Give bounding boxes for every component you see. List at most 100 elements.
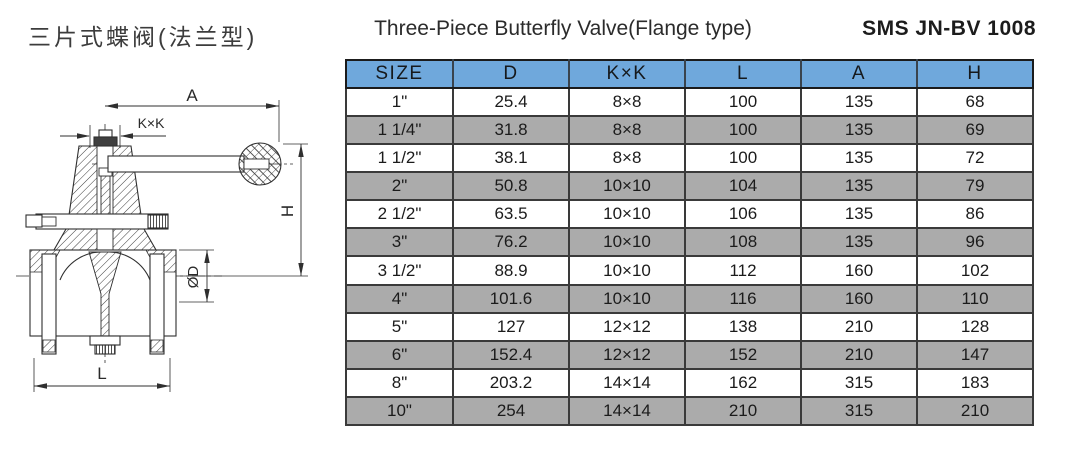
table-cell: 3" [345,227,454,258]
table-cell: 152.4 [452,339,570,370]
spec-table-wrap: SIZE D K×K L A H 1" 25.4 8×8 100 135 68 1 1/4"… [345,59,1034,427]
valve-stem [100,175,111,217]
table-cell: 31.8 [452,115,570,146]
table-cell: 100 [684,115,802,146]
table-cell: 127 [452,311,570,342]
table-cell: 183 [916,367,1034,398]
table-cell: 86 [916,199,1034,230]
table-cell: 10×10 [568,255,686,286]
dim-label-l: L [97,364,106,383]
valve-drawing-icon: A K×K H ØD L [16,86,308,392]
table-cell: 50.8 [452,171,570,202]
table-cell: 5" [345,311,454,342]
valve-handle [107,155,245,173]
dim-label-d: ØD [185,266,202,289]
table-cell: 4" [345,283,454,314]
table-cell: 100 [684,143,802,174]
table-cell: 101.6 [452,283,570,314]
flange-right [149,253,165,355]
size-table-body: 1" 25.4 8×8 100 135 68 1 1/4" 31.8 8×8 100 135 69 1 … [345,86,1034,427]
table-cell: 254 [452,395,570,427]
table-cell: 147 [916,339,1034,370]
table-cell: 10×10 [568,227,686,258]
table-cell: 102 [916,255,1034,286]
table-cell: 203.2 [452,367,570,398]
table-cell: 8" [345,367,454,398]
table-row: 6" 152.4 12×12 152 210 147 [345,339,1034,370]
table-cell: 10×10 [568,171,686,202]
col-header-h: H [916,59,1034,89]
table-cell: 160 [800,283,918,314]
model-code: SMS JN-BV 1008 [862,17,1036,40]
table-cell: 8×8 [568,143,686,174]
table-cell: 135 [800,143,918,174]
table-cell: 3 1/2" [345,255,454,286]
table-cell: 96 [916,227,1034,258]
table-cell: 6" [345,339,454,370]
table-cell: 210 [916,395,1034,427]
table-cell: 88.9 [452,255,570,286]
table-cell: 69 [916,115,1034,146]
bottom-nut [94,344,116,355]
table-row: 1 1/2" 38.1 8×8 100 135 72 [345,143,1034,174]
table-cell: 72 [916,143,1034,174]
table-cell: 112 [684,255,802,286]
table-cell: 210 [800,339,918,370]
table-row: 3" 76.2 10×10 108 135 96 [345,227,1034,258]
table-cell: 160 [800,255,918,286]
table-cell: 10×10 [568,283,686,314]
table-cell: 135 [800,199,918,230]
table-row: 10" 254 14×14 210 315 210 [345,395,1034,427]
table-cell: 104 [684,171,802,202]
table-cell: 1 1/4" [345,115,454,146]
table-cell: 14×14 [568,367,686,398]
table-cell: 2 1/2" [345,199,454,230]
table-row: 2" 50.8 10×10 104 135 79 [345,171,1034,202]
table-cell: 100 [684,86,802,118]
table-cell: 138 [684,311,802,342]
col-header-d: D [452,59,570,89]
stem-nut [93,136,118,147]
table-cell: 108 [684,227,802,258]
table-cell: 25.4 [452,86,570,118]
table-row: 1 1/4" 31.8 8×8 100 135 69 [345,115,1034,146]
dim-label-h: H [278,205,297,217]
table-cell: 1 1/2" [345,143,454,174]
table-cell: 106 [684,199,802,230]
col-header-kxk: K×K [568,59,686,89]
bracket-nut-right [147,214,169,229]
table-cell: 116 [684,283,802,314]
table-cell: 14×14 [568,395,686,427]
table-cell: 10×10 [568,199,686,230]
table-cell: 135 [800,115,918,146]
table-row: 5" 127 12×12 138 210 128 [345,311,1034,342]
table-cell: 76.2 [452,227,570,258]
table-cell: 79 [916,171,1034,202]
table-cell: 128 [916,311,1034,342]
table-cell: 12×12 [568,339,686,370]
table-cell: 12×12 [568,311,686,342]
table-cell: 315 [800,367,918,398]
dim-label-a: A [186,86,198,105]
table-cell: 315 [800,395,918,427]
table-cell: 152 [684,339,802,370]
col-header-size: SIZE [345,59,454,89]
table-row: 3 1/2" 88.9 10×10 112 160 102 [345,255,1034,286]
spec-table: SIZE D K×K L A H 1" 25.4 8×8 100 135 68 1 1/4"… [345,59,1034,427]
table-cell: 8×8 [568,115,686,146]
page-title-english: Three-Piece Butterfly Valve(Flange type) [374,17,752,40]
table-cell: 210 [684,395,802,427]
table-cell: 10" [345,395,454,427]
table-row: 1" 25.4 8×8 100 135 68 [345,86,1034,118]
table-cell: 2" [345,171,454,202]
table-cell: 135 [800,86,918,118]
bracket-bolt-left [25,214,43,228]
table-cell: 8×8 [568,86,686,118]
table-cell: 38.1 [452,143,570,174]
table-cell: 135 [800,171,918,202]
table-cell: 135 [800,227,918,258]
table-row: 2 1/2" 63.5 10×10 106 135 86 [345,199,1034,230]
col-header-a: A [800,59,918,89]
table-cell: 1" [345,86,454,118]
